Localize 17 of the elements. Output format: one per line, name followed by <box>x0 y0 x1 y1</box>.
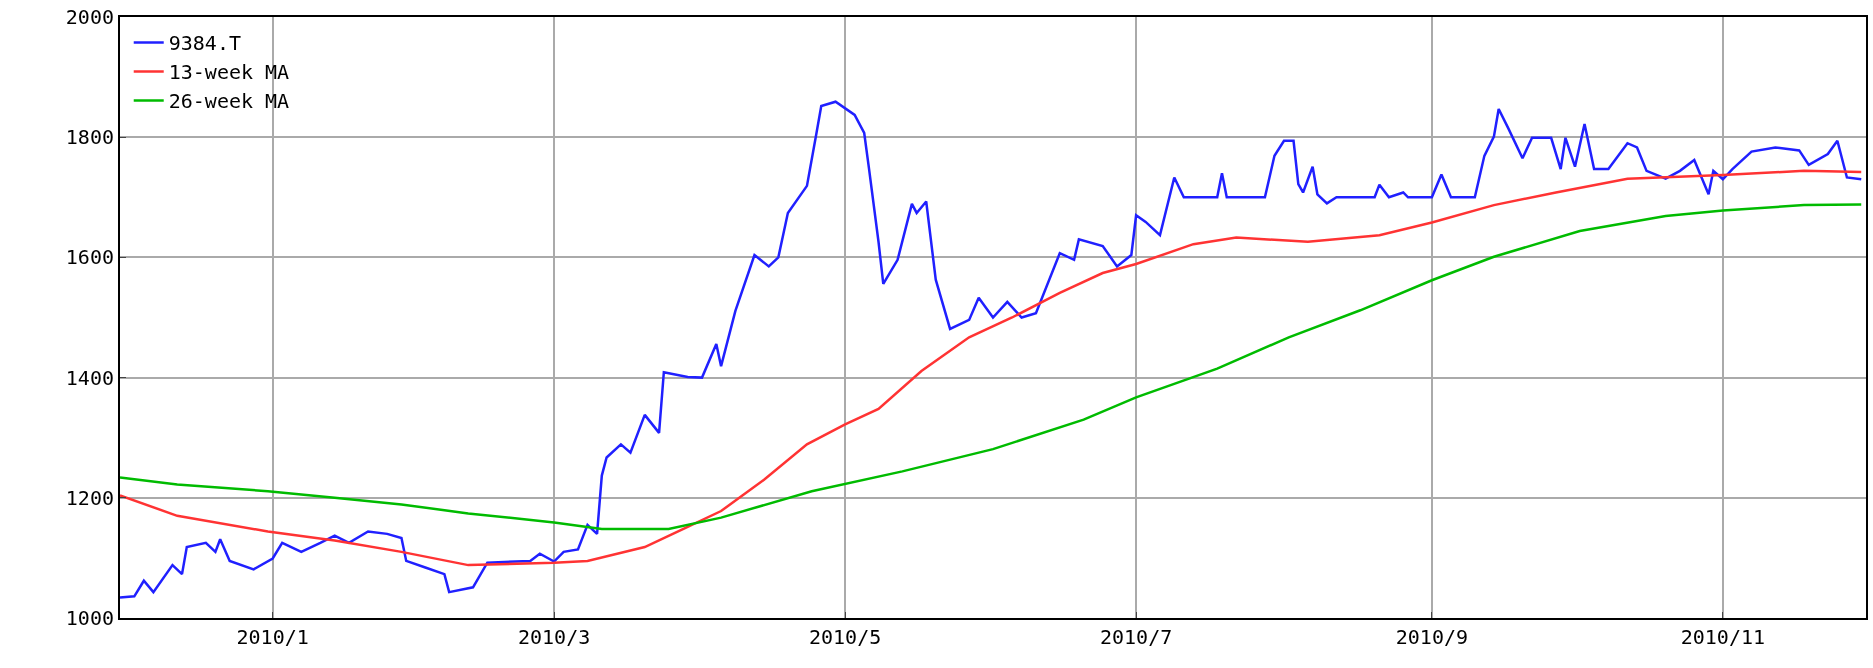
line-series <box>120 169 1863 567</box>
y-tick-label: 1600 <box>65 245 114 270</box>
x-tick-label: 2010/5 <box>808 625 882 649</box>
legend-label: 9384.T <box>168 31 241 56</box>
y-tick-label: 1400 <box>65 365 114 390</box>
x-tick-label: 2010/7 <box>1099 625 1173 649</box>
y-tick-label: 2000 <box>65 5 114 29</box>
x-tick-label: 2010/9 <box>1395 625 1469 649</box>
x-tick-label: 2010/1 <box>236 625 309 649</box>
y-tick-label: 1200 <box>65 485 114 510</box>
x-tick-label: 2010/3 <box>517 625 591 649</box>
legend-label: 26-week MA <box>168 89 290 114</box>
x-tick-label: 2010/11 <box>1680 625 1766 649</box>
y-tick-label: 1800 <box>65 125 114 150</box>
line-series <box>120 203 1863 531</box>
legend-label: 13-week MA <box>168 60 290 85</box>
y-tick-label: 1000 <box>65 606 114 630</box>
